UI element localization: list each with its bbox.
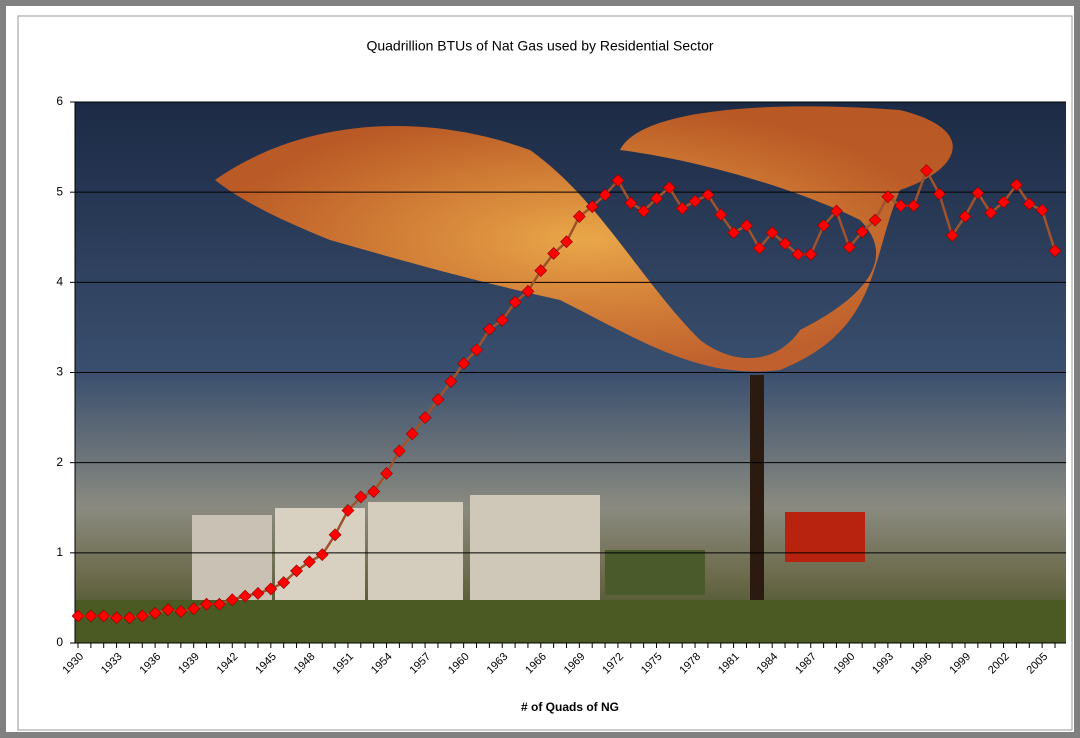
y-tick-label: 6 bbox=[56, 94, 63, 108]
chart-title: Quadrillion BTUs of Nat Gas used by Resi… bbox=[366, 38, 713, 54]
y-tick-label: 1 bbox=[56, 545, 63, 559]
page: Quadrillion BTUs of Nat Gas used by Resi… bbox=[0, 0, 1080, 738]
x-axis-title: # of Quads of NG bbox=[521, 700, 619, 714]
y-tick-label: 2 bbox=[56, 455, 63, 469]
y-tick-label: 0 bbox=[56, 635, 63, 649]
y-tick-label: 4 bbox=[56, 275, 63, 289]
y-tick-label: 5 bbox=[56, 184, 63, 198]
chart: Quadrillion BTUs of Nat Gas used by Resi… bbox=[0, 0, 1080, 738]
y-tick-label: 3 bbox=[56, 365, 63, 379]
